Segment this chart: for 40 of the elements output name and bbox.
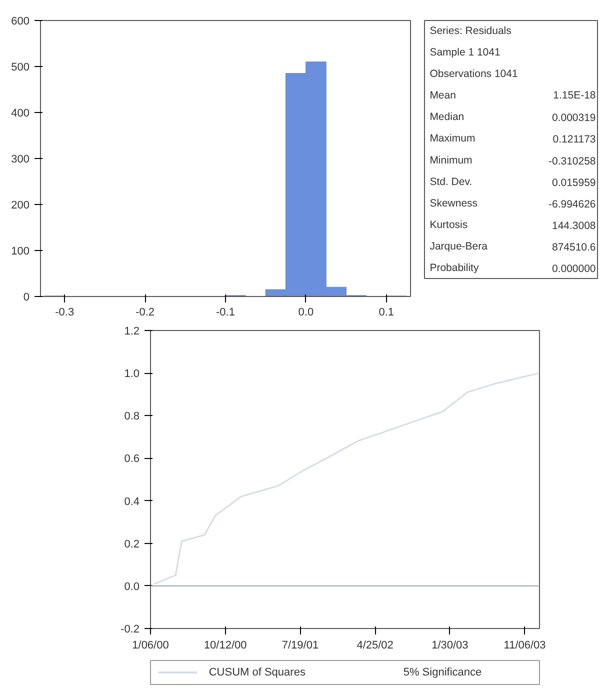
y-tick-label: 500 <box>11 62 30 74</box>
x-tick-label: 0.0 <box>298 306 314 318</box>
text: Skewness -6.994626 <box>430 197 596 210</box>
x-tick-label: 0.1 <box>378 306 394 318</box>
legend-label: CUSUM of Squares <box>208 666 306 678</box>
y-tick-label: 0.8 <box>124 410 140 423</box>
x-tick-label: 1/06/00 <box>132 640 169 652</box>
text: Observations 1041 <box>430 68 518 80</box>
text: Std. Dev. 0.015959 <box>430 176 596 189</box>
y-tick-label: 1.2 <box>124 326 140 338</box>
x-tick-label: -0.1 <box>216 306 235 318</box>
text: Maximum 0.121173 <box>430 132 596 146</box>
y-tick-label: 600 <box>11 16 30 28</box>
x-tick-label: 7/19/01 <box>282 640 319 652</box>
y-tick-label: 300 <box>11 154 30 166</box>
text: Minimum -0.310258 <box>430 154 596 168</box>
y-tick-label: 200 <box>11 200 30 212</box>
y-tick-label: 0.2 <box>124 538 140 550</box>
y-tick-label: 0.0 <box>124 580 140 593</box>
text: Median 0.000319 <box>430 111 596 124</box>
text: Series: Residuals <box>430 24 512 37</box>
x-tick-label: 11/06/03 <box>504 640 546 652</box>
y-tick-label: 0.4 <box>124 496 140 508</box>
y-tick-label: -0.2 <box>120 624 140 636</box>
text: Probability 0.000000 <box>430 262 596 276</box>
text: Kurtosis 144.3008 <box>430 219 596 232</box>
x-tick-label: -0.3 <box>55 306 74 318</box>
y-tick-label: 100 <box>11 246 30 258</box>
text: 5% Significance <box>403 666 482 678</box>
x-tick-label: -0.2 <box>136 306 155 318</box>
x-tick-label: 4/25/02 <box>356 640 394 652</box>
y-tick-label: 0 <box>23 292 30 304</box>
x-tick-label: 10/12/00 <box>204 640 247 652</box>
text: Sample 1 1041 <box>430 46 500 58</box>
y-tick-label: 0.6 <box>124 453 140 466</box>
text: Mean 1.15E-18 <box>430 90 596 102</box>
y-tick-label: 400 <box>11 108 30 120</box>
y-tick-label: 1.0 <box>124 368 140 380</box>
x-tick-label: 1/30/03 <box>432 640 468 652</box>
text: Jarque-Bera 874510.6 <box>430 240 596 254</box>
